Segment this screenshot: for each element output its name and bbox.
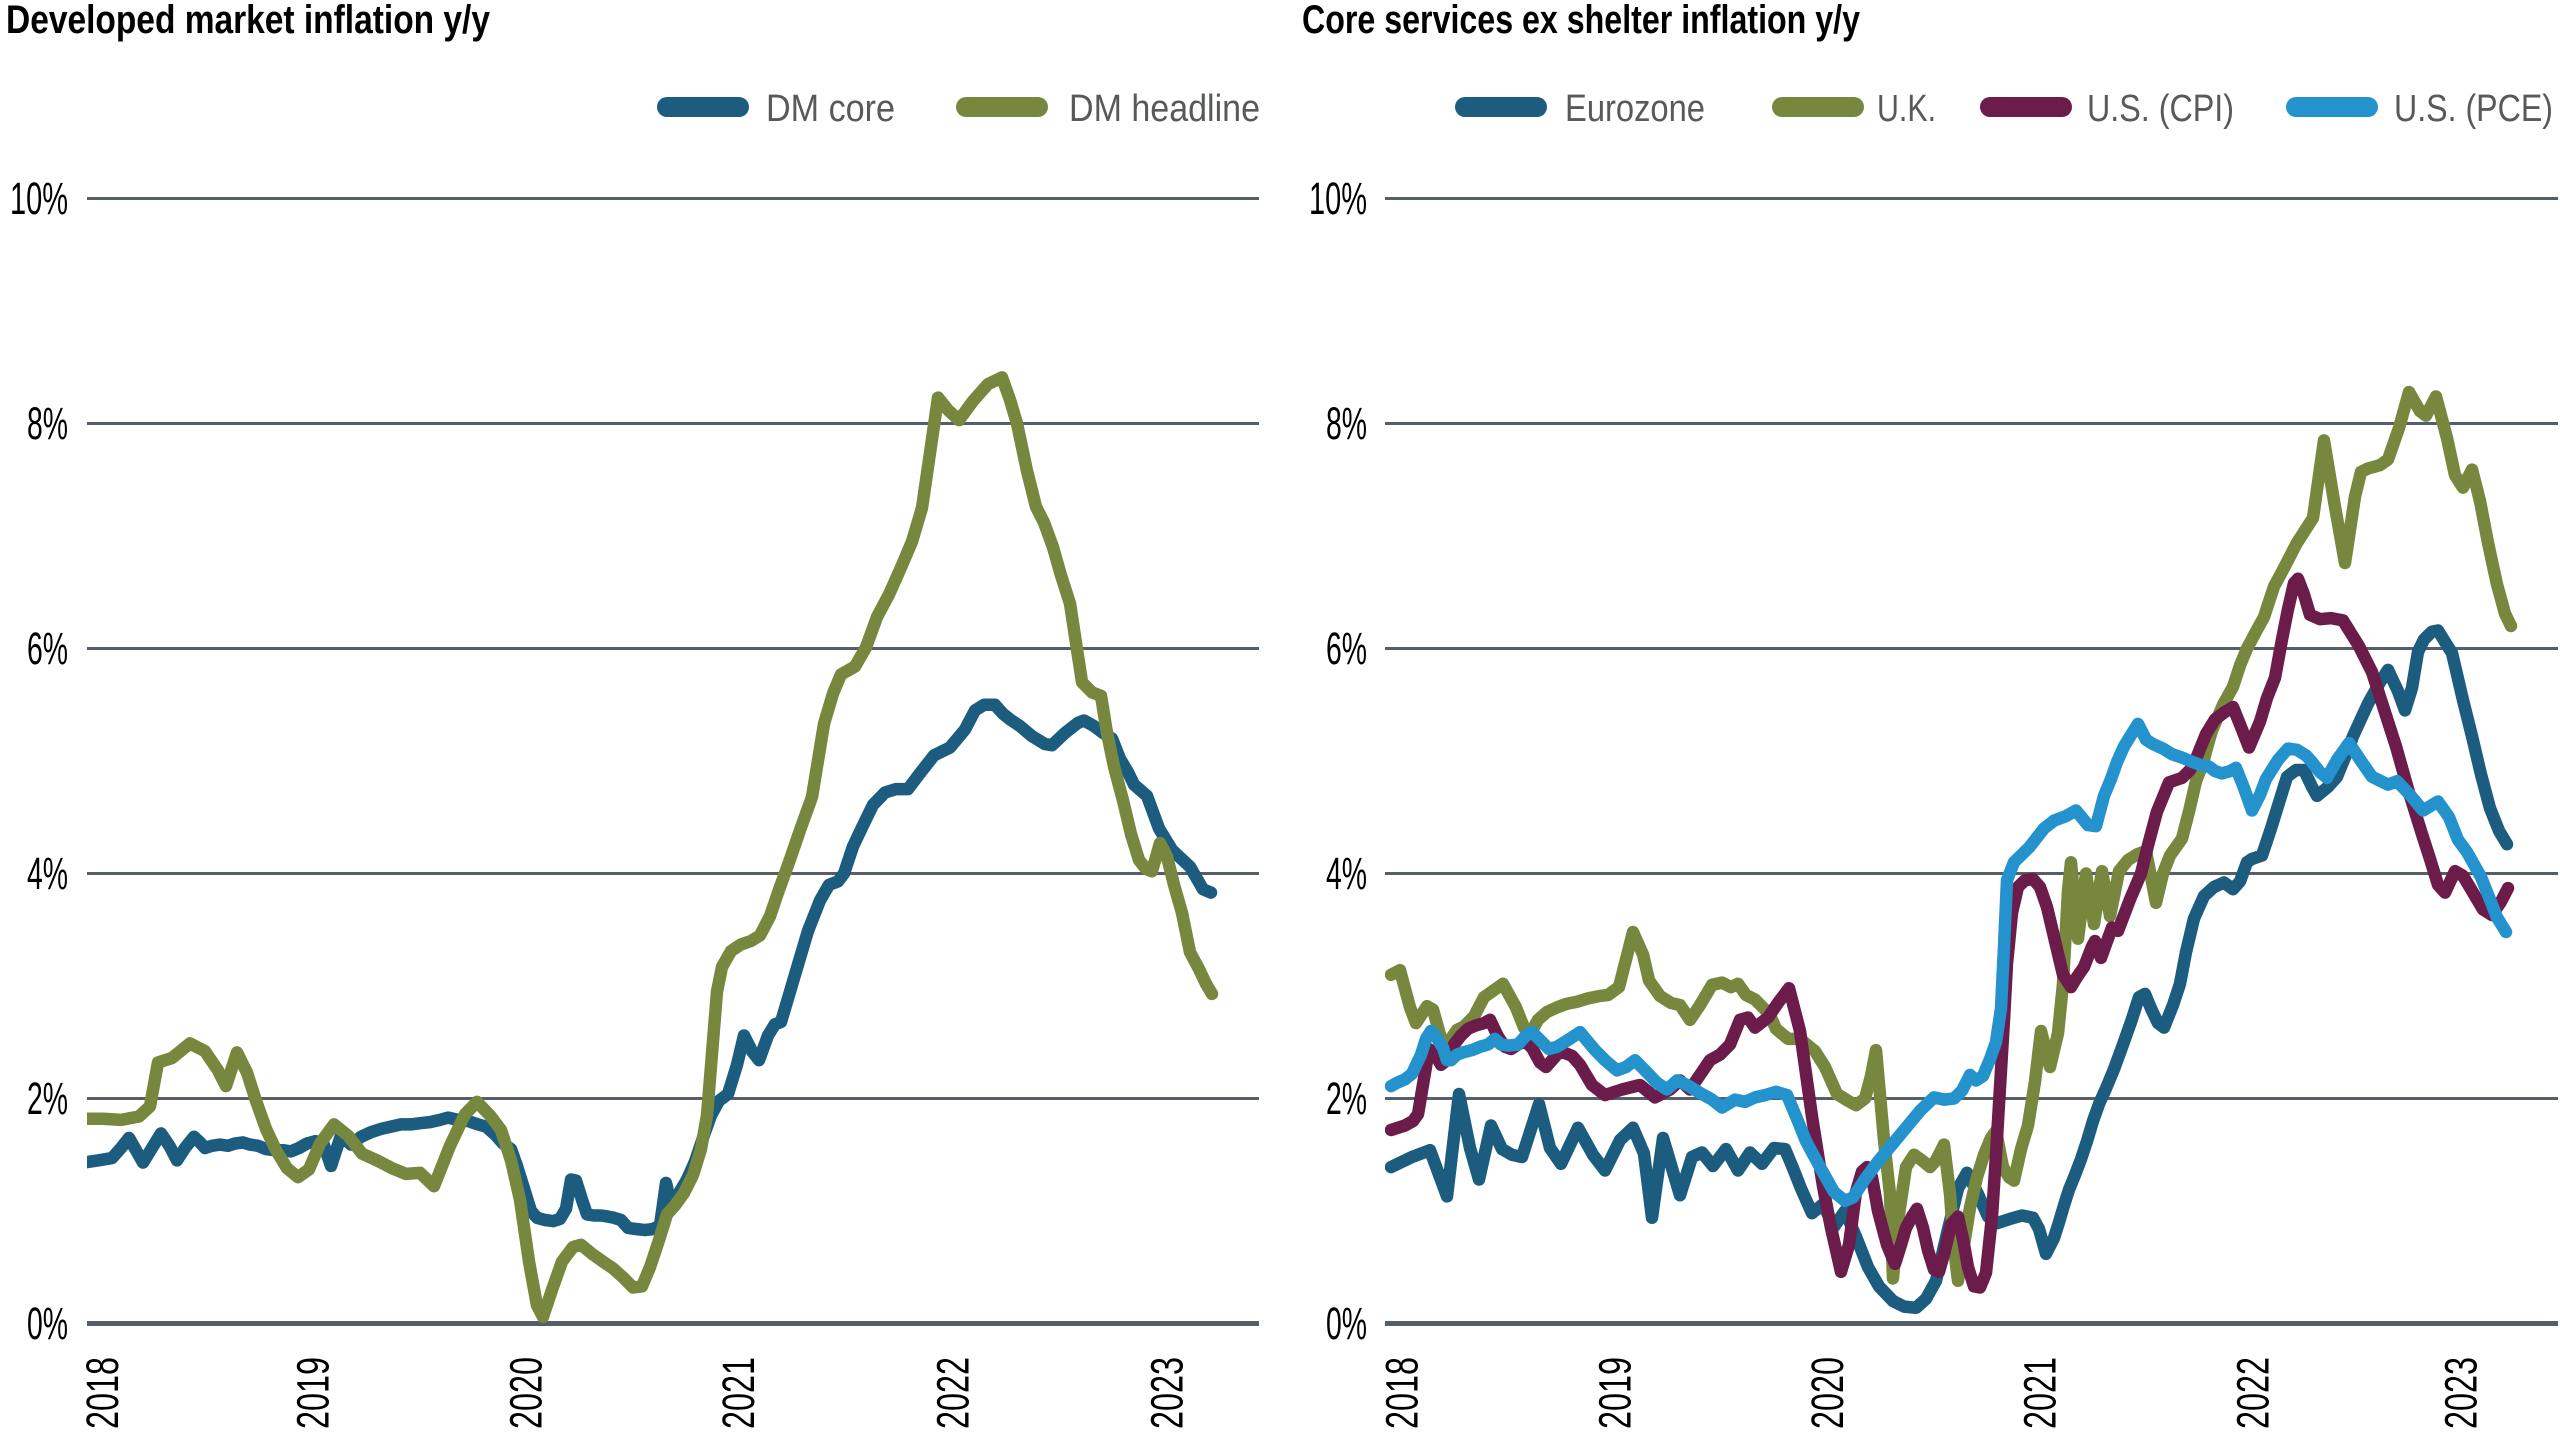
- svg-text:Developed market inflation y/y: Developed market inflation y/y: [6, 0, 491, 42]
- svg-text:10%: 10%: [10, 173, 68, 224]
- svg-text:2021: 2021: [2015, 1357, 2066, 1429]
- svg-text:DM core: DM core: [766, 88, 895, 130]
- svg-text:4%: 4%: [1326, 848, 1367, 899]
- svg-text:8%: 8%: [1326, 398, 1367, 449]
- svg-text:U.S. (PCE): U.S. (PCE): [2394, 88, 2553, 130]
- svg-text:2020: 2020: [501, 1357, 552, 1429]
- svg-text:2023: 2023: [2436, 1357, 2487, 1429]
- svg-text:2%: 2%: [27, 1073, 68, 1124]
- svg-text:2022: 2022: [2228, 1357, 2279, 1429]
- svg-text:2023: 2023: [1142, 1357, 1193, 1429]
- svg-text:Core services ex shelter infla: Core services ex shelter inflation y/y: [1302, 0, 1861, 42]
- svg-text:U.K.: U.K.: [1877, 88, 1936, 130]
- svg-text:6%: 6%: [1326, 623, 1367, 674]
- svg-text:8%: 8%: [27, 398, 68, 449]
- svg-text:2018: 2018: [77, 1357, 128, 1429]
- svg-text:10%: 10%: [1309, 173, 1367, 224]
- svg-text:2020: 2020: [1802, 1357, 1853, 1429]
- svg-text:6%: 6%: [27, 623, 68, 674]
- svg-text:2019: 2019: [288, 1357, 339, 1429]
- svg-text:2%: 2%: [1326, 1073, 1367, 1124]
- svg-text:DM headline: DM headline: [1069, 88, 1260, 130]
- svg-text:2021: 2021: [713, 1357, 764, 1429]
- svg-text:0%: 0%: [1326, 1298, 1367, 1349]
- svg-text:2018: 2018: [1377, 1357, 1428, 1429]
- svg-text:2022: 2022: [928, 1357, 979, 1429]
- svg-text:4%: 4%: [27, 848, 68, 899]
- svg-text:2019: 2019: [1590, 1357, 1641, 1429]
- svg-text:U.S. (CPI): U.S. (CPI): [2087, 88, 2234, 130]
- svg-text:0%: 0%: [27, 1298, 68, 1349]
- svg-text:Eurozone: Eurozone: [1565, 88, 1705, 130]
